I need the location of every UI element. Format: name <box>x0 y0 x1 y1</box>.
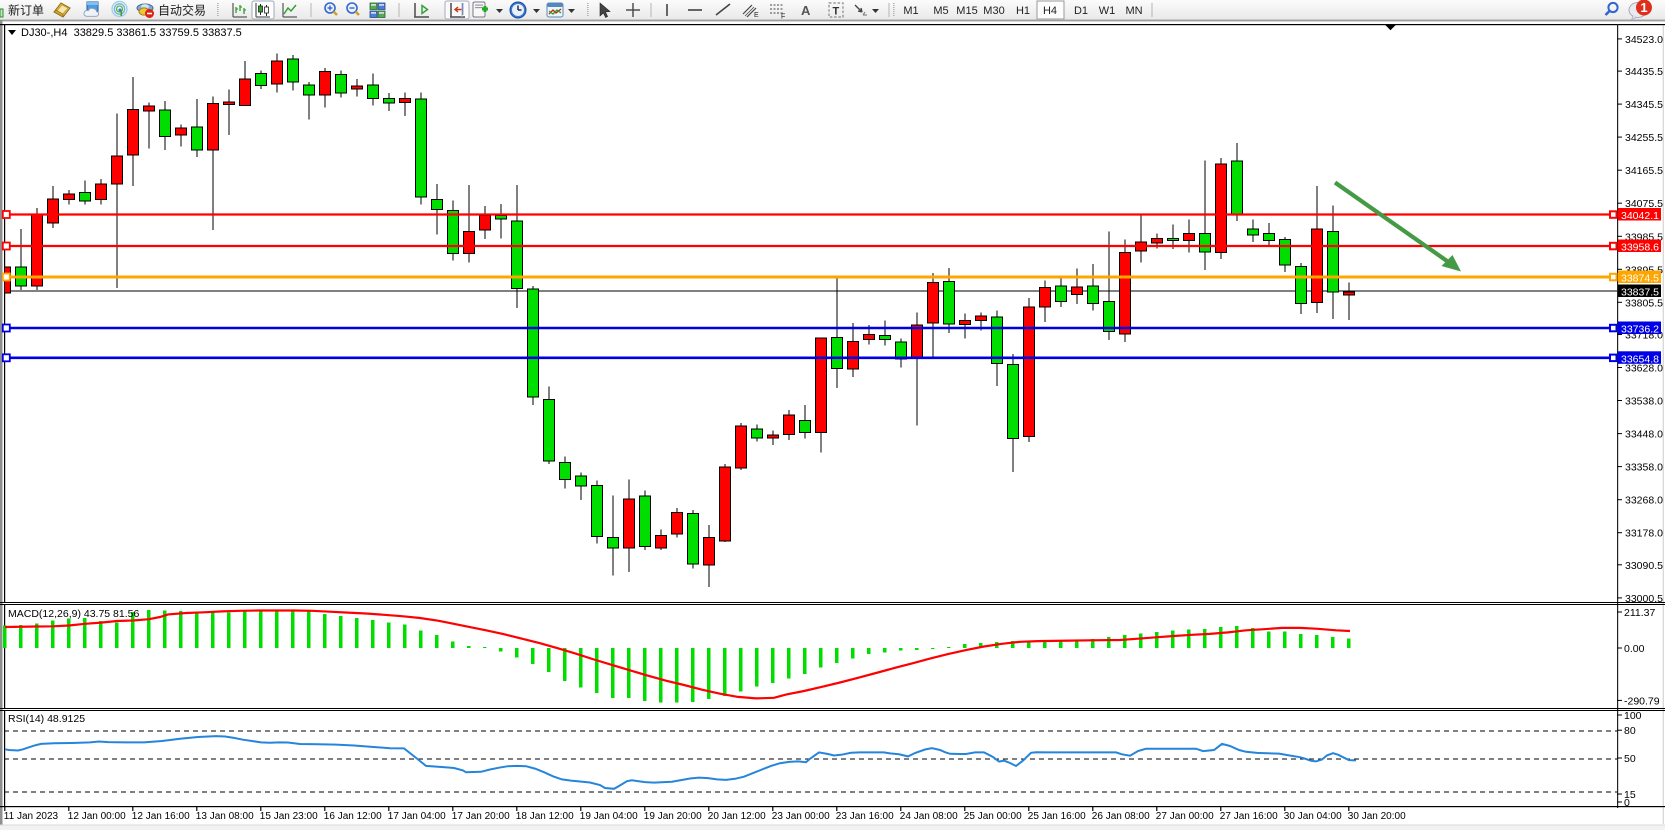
svg-text:33736.2: 33736.2 <box>1621 324 1659 336</box>
svg-text:34075.5: 34075.5 <box>1625 198 1663 210</box>
svg-text:19 Jan 04:00: 19 Jan 04:00 <box>580 811 638 822</box>
svg-text:33654.8: 33654.8 <box>1621 353 1659 365</box>
svg-text:26 Jan 08:00: 26 Jan 08:00 <box>1092 811 1150 822</box>
svg-text:M15: M15 <box>956 5 977 17</box>
svg-text:34042.1: 34042.1 <box>1621 210 1659 222</box>
svg-text:34255.5: 34255.5 <box>1625 132 1663 144</box>
svg-text:H1: H1 <box>1016 5 1030 17</box>
svg-text:12 Jan 00:00: 12 Jan 00:00 <box>68 811 126 822</box>
svg-text:12 Jan 16:00: 12 Jan 16:00 <box>132 811 190 822</box>
svg-text:23 Jan 16:00: 23 Jan 16:00 <box>836 811 894 822</box>
svg-text:1: 1 <box>1640 0 1647 15</box>
svg-text:16 Jan 12:00: 16 Jan 12:00 <box>324 811 382 822</box>
svg-text:211.37: 211.37 <box>1624 607 1655 619</box>
svg-text:0.00: 0.00 <box>1624 643 1645 655</box>
svg-text:新订单: 新订单 <box>8 3 44 18</box>
svg-text:33268.0: 33268.0 <box>1625 495 1663 507</box>
svg-text:20 Jan 12:00: 20 Jan 12:00 <box>708 811 766 822</box>
svg-text:33178.0: 33178.0 <box>1625 528 1663 540</box>
svg-text:M5: M5 <box>933 5 948 17</box>
svg-text:33628.0: 33628.0 <box>1625 363 1663 375</box>
svg-text:MN: MN <box>1125 5 1142 17</box>
svg-text:25 Jan 16:00: 25 Jan 16:00 <box>1028 811 1086 822</box>
svg-text:W1: W1 <box>1099 5 1116 17</box>
svg-text:33448.0: 33448.0 <box>1625 429 1663 441</box>
svg-text:H4: H4 <box>1043 5 1057 17</box>
svg-text:-290.79: -290.79 <box>1624 695 1660 707</box>
svg-text:30 Jan 20:00: 30 Jan 20:00 <box>1348 811 1406 822</box>
svg-text:33000.5: 33000.5 <box>1625 593 1663 605</box>
svg-text:34345.5: 34345.5 <box>1625 99 1663 111</box>
svg-text:27 Jan 16:00: 27 Jan 16:00 <box>1220 811 1278 822</box>
svg-text:100: 100 <box>1624 710 1642 722</box>
svg-text:E: E <box>754 12 759 19</box>
svg-text:19 Jan 20:00: 19 Jan 20:00 <box>644 811 702 822</box>
svg-text:33538.0: 33538.0 <box>1625 396 1663 408</box>
svg-text:A: A <box>801 3 811 18</box>
svg-text:27 Jan 00:00: 27 Jan 00:00 <box>1156 811 1214 822</box>
svg-text:33837.5: 33837.5 <box>1621 287 1659 299</box>
svg-text:33874.5: 33874.5 <box>1621 273 1659 285</box>
svg-text:17 Jan 04:00: 17 Jan 04:00 <box>388 811 446 822</box>
svg-text:33805.5: 33805.5 <box>1625 297 1663 309</box>
svg-text:30 Jan 04:00: 30 Jan 04:00 <box>1284 811 1342 822</box>
svg-text:0: 0 <box>1624 797 1630 809</box>
svg-text:50: 50 <box>1624 753 1636 765</box>
svg-text:25 Jan 00:00: 25 Jan 00:00 <box>964 811 1022 822</box>
svg-text:M30: M30 <box>983 5 1004 17</box>
svg-text:80: 80 <box>1624 725 1636 737</box>
svg-text:MACD(12,26,9) 43.75 81.56: MACD(12,26,9) 43.75 81.56 <box>8 608 139 620</box>
svg-text:DJ30-,H4 33829.5 33861.5 3375: DJ30-,H4 33829.5 33861.5 33759.5 33837.5 <box>21 27 242 39</box>
svg-text:RSI(14) 48.9125: RSI(14) 48.9125 <box>8 713 85 725</box>
svg-text:M1: M1 <box>903 5 918 17</box>
svg-text:13 Jan 08:00: 13 Jan 08:00 <box>196 811 254 822</box>
svg-text:T: T <box>833 6 840 18</box>
svg-text:34165.5: 34165.5 <box>1625 165 1663 177</box>
svg-text:11 Jan 2023: 11 Jan 2023 <box>4 811 59 822</box>
svg-text:17 Jan 20:00: 17 Jan 20:00 <box>452 811 510 822</box>
svg-text:23 Jan 00:00: 23 Jan 00:00 <box>772 811 830 822</box>
svg-text:33958.6: 33958.6 <box>1621 242 1659 254</box>
svg-text:15: 15 <box>1624 789 1636 801</box>
svg-text:33358.0: 33358.0 <box>1625 462 1663 474</box>
svg-text:D1: D1 <box>1074 5 1088 17</box>
svg-text:18 Jan 12:00: 18 Jan 12:00 <box>516 811 574 822</box>
svg-text:24 Jan 08:00: 24 Jan 08:00 <box>900 811 958 822</box>
svg-text:自动交易: 自动交易 <box>158 3 206 18</box>
svg-text:34523.0: 34523.0 <box>1625 34 1663 46</box>
svg-text:F: F <box>781 14 785 21</box>
svg-text:34435.5: 34435.5 <box>1625 66 1663 78</box>
svg-text:15 Jan 23:00: 15 Jan 23:00 <box>260 811 318 822</box>
svg-text:33090.5: 33090.5 <box>1625 560 1663 572</box>
